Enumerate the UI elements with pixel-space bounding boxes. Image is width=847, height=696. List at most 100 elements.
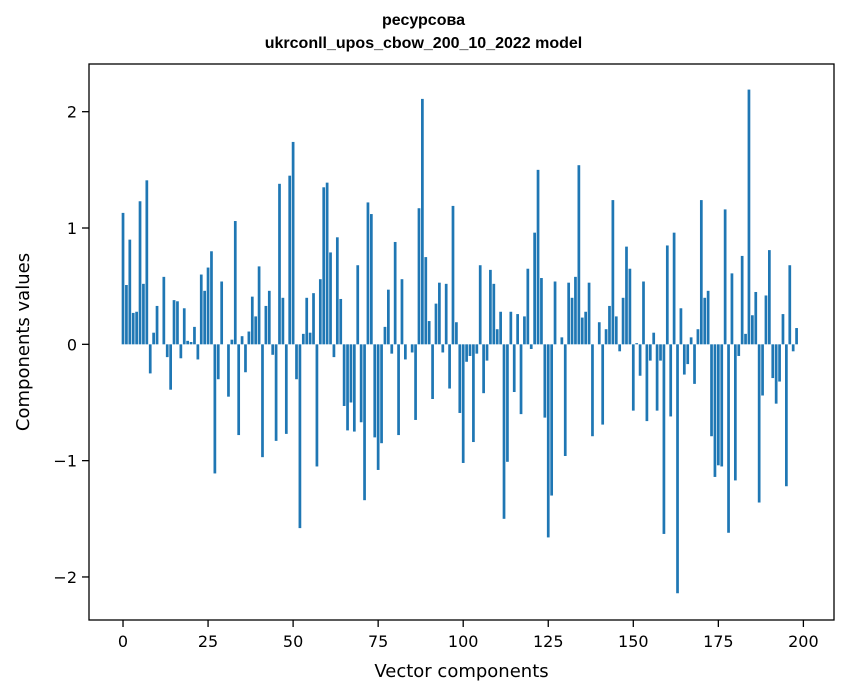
bar-33	[233, 221, 237, 345]
bar-166	[686, 344, 690, 365]
bar-57	[315, 344, 319, 467]
bar-53	[301, 333, 305, 345]
bar-176	[720, 344, 724, 467]
x-tick-label: 50	[283, 632, 303, 651]
bar-161	[669, 344, 673, 417]
bar-184	[747, 89, 751, 345]
bar-113	[506, 344, 509, 462]
bar-180	[733, 344, 737, 481]
bar-171	[703, 297, 707, 345]
bar-87	[417, 208, 421, 345]
bar-81	[397, 344, 400, 436]
bar-48	[284, 344, 288, 434]
bar-101	[465, 344, 468, 362]
bar-43	[267, 290, 271, 345]
y-tick-label: 2	[67, 103, 77, 122]
bar-24	[203, 290, 207, 345]
x-tick-label: 100	[448, 632, 479, 651]
bar-83	[404, 344, 407, 360]
bar-134	[577, 165, 581, 345]
x-tick-label: 75	[368, 632, 388, 651]
bar-21	[193, 326, 196, 345]
bar-35	[240, 336, 244, 345]
bar-103	[472, 344, 475, 443]
bar-154	[645, 344, 649, 422]
bar-194	[781, 314, 785, 345]
y-tick-label: −2	[53, 568, 77, 587]
y-tick-label: −1	[53, 452, 77, 471]
bar-175	[716, 344, 720, 466]
bar-195	[785, 344, 788, 487]
bar-9	[152, 332, 155, 345]
bar-61	[329, 252, 332, 345]
x-tick-label: 0	[118, 632, 128, 651]
bar-160	[665, 245, 669, 345]
bar-152	[638, 344, 642, 376]
bar-25	[206, 267, 210, 345]
bar-105	[478, 265, 482, 345]
bar-146	[618, 344, 622, 352]
bar-198	[795, 328, 798, 345]
bar-111	[499, 311, 502, 345]
bar-17	[179, 344, 183, 359]
bar-4	[135, 311, 138, 345]
bar-196	[788, 265, 792, 345]
bar-39	[254, 316, 258, 345]
bar-23	[199, 274, 203, 345]
bar-133	[574, 276, 577, 345]
bar-158	[659, 344, 662, 361]
chart-title-line-1: ресурсова	[381, 12, 465, 29]
bar-188	[761, 344, 764, 396]
bar-116	[516, 314, 519, 345]
bar-42	[264, 305, 268, 345]
bar-19	[186, 340, 190, 345]
bar-106	[482, 344, 485, 394]
bar-73	[369, 214, 373, 345]
bar-190	[768, 250, 771, 345]
x-tick-label: 25	[198, 632, 218, 651]
bar-60	[325, 182, 329, 345]
x-tick-label: 200	[788, 632, 819, 651]
bar-12	[162, 276, 166, 345]
y-tick-label: 1	[67, 219, 77, 238]
bar-110	[495, 329, 499, 345]
plot-frame	[88, 63, 835, 621]
bar-64	[339, 298, 343, 345]
bar-183	[744, 333, 747, 345]
bar-189	[764, 295, 768, 345]
bar-182	[740, 255, 744, 345]
bar-59	[322, 187, 326, 345]
bar-193	[778, 344, 781, 382]
bar-51	[295, 344, 298, 380]
bar-102	[468, 344, 472, 356]
bar-96	[448, 344, 451, 389]
bar-155	[648, 344, 652, 361]
bar-18	[182, 308, 186, 345]
bar-186	[754, 291, 758, 345]
bar-92	[434, 303, 438, 345]
bar-0	[121, 212, 125, 345]
bar-109	[492, 283, 496, 345]
bar-165	[682, 344, 686, 375]
bar-185	[751, 315, 754, 345]
bar-191	[771, 344, 775, 379]
bar-98	[455, 322, 458, 345]
bar-90	[427, 321, 431, 345]
bar-159	[662, 344, 666, 534]
bar-131	[567, 282, 571, 345]
bar-69	[356, 265, 360, 345]
bar-119	[526, 268, 530, 345]
bar-27	[213, 344, 217, 474]
bar-78	[387, 289, 390, 345]
bar-44	[271, 344, 275, 355]
bar-151	[635, 343, 639, 345]
bar-172	[706, 290, 710, 345]
bar-47	[281, 297, 285, 345]
bar-108	[489, 269, 492, 345]
bar-22	[196, 344, 200, 360]
bar-28	[216, 344, 220, 380]
bar-95	[444, 283, 448, 345]
bar-137	[587, 282, 591, 345]
bar-167	[689, 337, 693, 345]
